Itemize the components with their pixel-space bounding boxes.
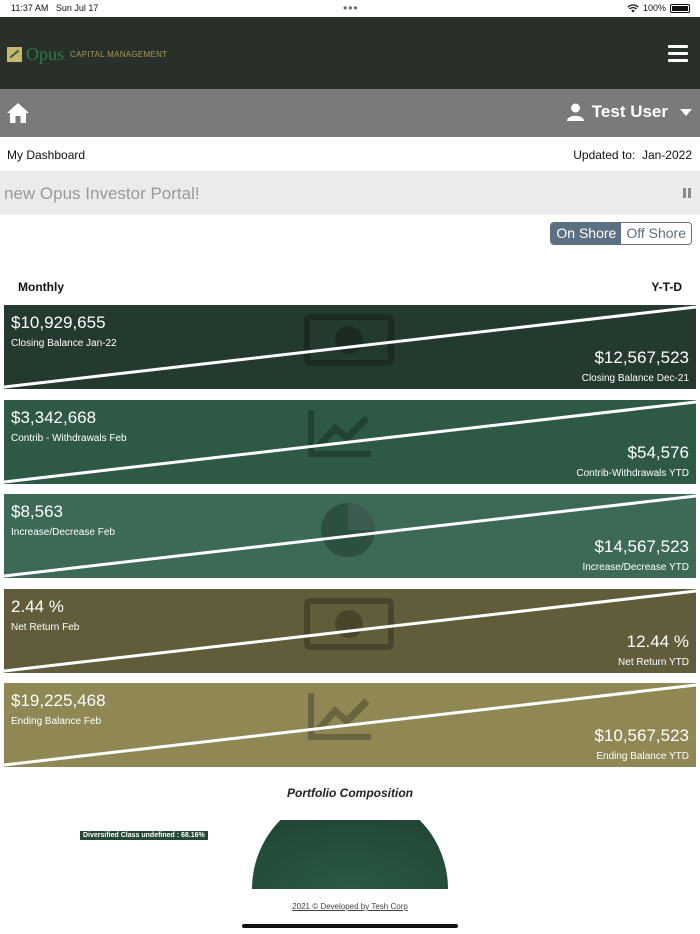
pause-icon[interactable] (683, 188, 692, 198)
home-icon[interactable] (6, 102, 30, 124)
ytd-value: $54,576 (627, 443, 689, 462)
off-shore-button[interactable]: Off Shore (621, 223, 691, 244)
summary-card[interactable]: $3,342,668 Contrib - Withdrawals Feb $54,5… (4, 400, 696, 484)
monthly-value: $8,563 (11, 502, 63, 521)
card-diagonal (4, 494, 696, 578)
ytd-value: $12,567,523 (594, 348, 689, 367)
portfolio-title: Portfolio Composition (287, 786, 413, 800)
brand-name: Opus (26, 44, 65, 64)
home-indicator[interactable] (242, 924, 458, 928)
multitask-dots[interactable]: ••• (343, 1, 359, 15)
logo-mark-icon (7, 47, 22, 62)
wifi-icon (627, 3, 639, 12)
monthly-label: Monthly (18, 280, 64, 294)
card-diagonal (4, 400, 696, 484)
battery-percent: 100% (642, 3, 666, 13)
pie-slice-label: Diversified Class undefined : 68.16% (80, 831, 208, 840)
pie-chart-icon (321, 503, 375, 557)
ticker-text: new Opus Investor Portal! (4, 184, 200, 203)
user-bar: Test User (0, 89, 700, 137)
card-background (4, 400, 696, 484)
status-right: 100% (627, 3, 690, 13)
ytd-caption: Closing Balance Dec-21 (581, 373, 689, 384)
top-navbar: Opus CAPITAL MANAGEMENT (0, 17, 700, 89)
card-background (4, 589, 696, 673)
user-menu[interactable]: Test User (566, 102, 692, 122)
summary-card[interactable]: 2.44 % Net Return Feb 12.44 % Net Return YT… (4, 589, 696, 673)
monthly-caption: Closing Balance Jan-22 (11, 338, 117, 349)
monthly-caption: Contrib - Withdrawals Feb (11, 433, 127, 444)
monthly-value: $3,342,668 (11, 408, 97, 427)
battery-icon (670, 3, 690, 13)
ytd-caption: Ending Balance YTD (596, 751, 689, 762)
user-name: Test User (591, 102, 668, 121)
chevron-down-icon[interactable] (680, 108, 692, 116)
status-bar: 11:37 AM Sun Jul 17 ••• 100% (0, 0, 700, 17)
summary-card[interactable]: $19,225,468 Ending Balance Feb $10,567,523… (4, 683, 696, 767)
period-header: Monthly Y-T-D (0, 280, 700, 296)
brand-tagline: CAPITAL MANAGEMENT (70, 50, 168, 59)
summary-card[interactable]: $10,929,655 Closing Balance Jan-22 $12,567… (4, 305, 696, 389)
card-background (4, 494, 696, 578)
card-background (4, 683, 696, 767)
news-ticker: new Opus Investor Portal! (0, 171, 700, 215)
user-icon (566, 103, 584, 121)
ytd-caption: Increase/Decrease YTD (582, 562, 689, 573)
dashboard-header: My Dashboard Updated to: Jan-2022 (0, 137, 700, 171)
footer-link[interactable]: 2021 © Developed by Tesh Corp (292, 902, 408, 911)
chart-line-icon (308, 693, 371, 740)
ytd-caption: Contrib-Withdrawals YTD (576, 468, 689, 479)
ytd-value: $14,567,523 (594, 537, 689, 556)
on-shore-button[interactable]: On Shore (551, 223, 622, 244)
ytd-value: 12.44 % (626, 632, 689, 651)
ytd-label: Y-T-D (651, 280, 682, 294)
card-diagonal (4, 683, 696, 767)
shore-toggle: On Shore Off Shore (550, 222, 692, 245)
pie-slice (252, 820, 448, 889)
monthly-caption: Net Return Feb (11, 622, 80, 633)
monthly-caption: Ending Balance Feb (11, 716, 102, 727)
status-time: 11:37 AM Sun Jul 17 (11, 3, 99, 13)
card-background (4, 305, 696, 389)
page-title: My Dashboard (7, 148, 86, 162)
monthly-value: $10,929,655 (11, 313, 106, 332)
ytd-value: $10,567,523 (594, 726, 689, 745)
portfolio-pie-chart[interactable] (240, 820, 460, 890)
monthly-value: $19,225,468 (11, 691, 106, 710)
monthly-value: 2.44 % (11, 597, 64, 616)
card-diagonal (4, 589, 696, 673)
updated-value: Jan-2022 (641, 148, 692, 162)
menu-icon[interactable] (668, 45, 688, 62)
ytd-caption: Net Return YTD (618, 657, 689, 668)
brand-logo[interactable]: Opus CAPITAL MANAGEMENT (7, 44, 167, 65)
monthly-caption: Increase/Decrease Feb (11, 527, 115, 538)
chart-line-icon (308, 410, 371, 457)
updated-info: Updated to: Jan-2022 (573, 148, 692, 162)
card-diagonal (4, 305, 696, 389)
summary-card[interactable]: $8,563 Increase/Decrease Feb $14,567,523 In… (4, 494, 696, 578)
